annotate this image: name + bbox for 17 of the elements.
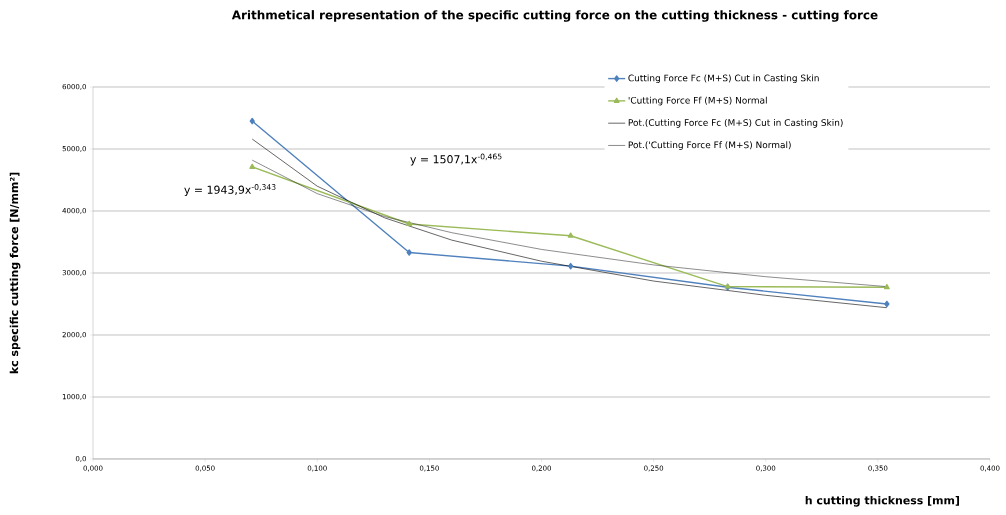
point	[249, 163, 256, 169]
x-axis-title: h cutting thickness [mm]	[805, 495, 959, 507]
chart-title: Arithmetical representation of the specific cutting force on the cutting thickness - cutting force	[231, 10, 878, 22]
point	[249, 117, 255, 125]
legend-label: Pot.('Cutting Force Ff (M+S) Normal)	[628, 141, 791, 150]
annotation: y = 1943,9x$^{-0,343}$	[184, 184, 276, 196]
legend-label: Pot.(Cutting Force Fc (M+S) Cut in Casting Skin)	[628, 119, 843, 128]
point	[568, 262, 574, 270]
point	[884, 300, 890, 308]
point	[406, 220, 413, 226]
legend-label: 'Cutting Force Ff (M+S) Normal	[628, 96, 767, 106]
point	[883, 283, 890, 290]
y-axis-title: kc specific cutting force [N/mm²]	[9, 172, 21, 374]
legend-label: Cutting Force Fc (M+S) Cut in Casting Skin	[628, 74, 819, 84]
point	[567, 232, 574, 238]
annotation: y = 1507,1x$^{-0,465}$	[410, 153, 502, 166]
point	[406, 249, 412, 256]
